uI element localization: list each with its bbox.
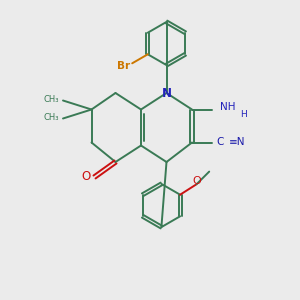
Text: H: H — [240, 110, 247, 119]
Text: ≡N: ≡N — [229, 137, 245, 147]
Text: NH: NH — [220, 102, 236, 112]
Text: C: C — [216, 137, 224, 147]
Text: N: N — [162, 87, 172, 101]
Text: CH₃: CH₃ — [44, 113, 59, 122]
Text: O: O — [193, 176, 202, 186]
Text: O: O — [82, 170, 91, 183]
Text: CH₃: CH₃ — [44, 95, 59, 104]
Text: Br: Br — [117, 61, 130, 71]
